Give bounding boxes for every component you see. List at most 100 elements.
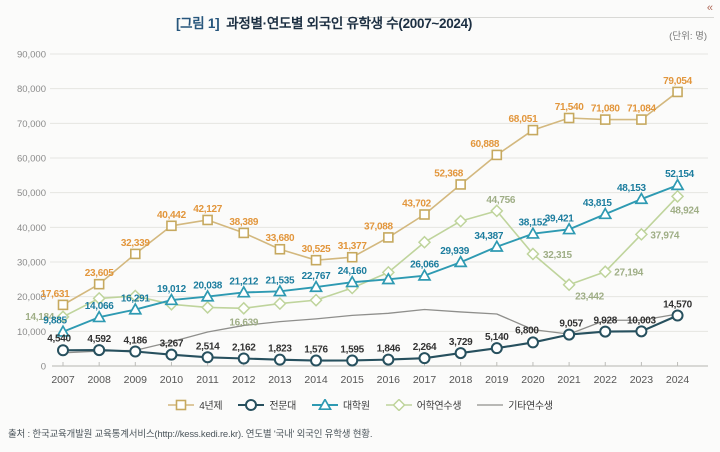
marker-bachelor-2010 bbox=[166, 220, 177, 232]
value-label-junior-college-2008: 4,592 bbox=[87, 334, 111, 345]
value-label-language-training-2024: 48,924 bbox=[670, 205, 700, 216]
marker-language-training-2011 bbox=[201, 300, 215, 314]
value-label-junior-college-2014: 1,576 bbox=[304, 345, 328, 356]
x-tick-2011: 2011 bbox=[196, 374, 219, 386]
value-label-graduate-2008: 14,066 bbox=[85, 301, 115, 312]
y-tick-0: 0 bbox=[41, 362, 46, 373]
figure-title: [그림 1] 과정별·연도별 외국인 유학생 수(2007~2024) bbox=[0, 12, 648, 32]
marker-bachelor-2021 bbox=[563, 112, 575, 124]
value-label-bachelor-2008: 23,605 bbox=[85, 268, 115, 279]
marker-language-training-2009 bbox=[128, 289, 142, 303]
marker-bachelor-2013 bbox=[274, 243, 286, 255]
marker-junior-college-2020 bbox=[526, 336, 539, 349]
marker-graduate-2017 bbox=[417, 268, 432, 281]
x-tick-2013: 2013 bbox=[268, 374, 292, 386]
x-tick-2022: 2022 bbox=[594, 374, 618, 386]
value-label-graduate-2007: 9,885 bbox=[43, 316, 67, 327]
x-tick-2018: 2018 bbox=[449, 374, 473, 386]
value-label-bachelor-2022: 71,080 bbox=[591, 104, 621, 115]
marker-junior-college-2011 bbox=[201, 351, 214, 364]
marker-language-training-2022 bbox=[598, 265, 612, 279]
y-tick-40,000: 40,000 bbox=[17, 223, 46, 234]
legend-item-junior-college: 전문대 bbox=[237, 397, 296, 412]
marker-bachelor-2016 bbox=[383, 232, 394, 243]
value-label-language-training-2020: 32,315 bbox=[543, 250, 573, 261]
x-tick-2014: 2014 bbox=[304, 374, 328, 386]
marker-junior-college-2021 bbox=[563, 328, 576, 341]
marker-language-training-2008 bbox=[92, 291, 106, 305]
value-label-graduate-2024: 52,154 bbox=[665, 169, 695, 180]
y-tick-80,000: 80,000 bbox=[17, 84, 46, 95]
marker-graduate-2010 bbox=[164, 292, 179, 306]
value-label-junior-college-2019: 5,140 bbox=[485, 332, 509, 343]
x-tick-2010: 2010 bbox=[160, 374, 184, 386]
value-label-language-training-2022: 27,194 bbox=[614, 268, 644, 279]
marker-graduate-2019 bbox=[489, 239, 504, 252]
marker-junior-college-2015 bbox=[346, 354, 359, 367]
marker-bachelor-2024 bbox=[672, 86, 683, 98]
y-tick-70,000: 70,000 bbox=[17, 119, 46, 130]
marker-language-training-2014 bbox=[309, 293, 323, 307]
marker-bachelor-2019 bbox=[491, 149, 503, 161]
legend-marker-bachelor bbox=[168, 399, 195, 410]
series-line-other-training bbox=[62, 308, 679, 354]
marker-graduate-2013 bbox=[272, 284, 287, 297]
marker-junior-college-2007 bbox=[57, 344, 69, 357]
marker-bachelor-2017 bbox=[419, 209, 430, 220]
value-label-language-training-2012: 16,639 bbox=[229, 317, 259, 328]
value-label-junior-college-2020: 6,800 bbox=[515, 325, 539, 336]
value-label-graduate-2009: 16,291 bbox=[121, 294, 151, 305]
x-tick-2015: 2015 bbox=[341, 374, 365, 386]
legend-glyph-junior-college bbox=[245, 398, 258, 411]
legend-glyph-language-training bbox=[392, 398, 406, 411]
value-label-graduate-2013: 21,535 bbox=[266, 275, 296, 286]
series-line-junior-college bbox=[61, 314, 679, 362]
marker-language-training-2007 bbox=[56, 310, 70, 324]
value-label-graduate-2011: 20,038 bbox=[193, 281, 223, 292]
x-tick-2021: 2021 bbox=[557, 374, 581, 386]
marker-graduate-2009 bbox=[128, 302, 143, 315]
y-tick-20,000: 20,000 bbox=[17, 292, 46, 303]
marker-bachelor-2011 bbox=[202, 214, 213, 226]
units-label: (단위: 명) bbox=[669, 31, 707, 42]
value-label-bachelor-2012: 38,389 bbox=[229, 217, 259, 228]
legend-glyph-bachelor bbox=[175, 399, 187, 410]
marker-language-training-2012 bbox=[237, 301, 251, 315]
value-label-language-training-2023: 37,974 bbox=[650, 230, 680, 241]
value-label-bachelor-2009: 32,339 bbox=[121, 238, 151, 249]
legend-marker-language-training bbox=[385, 398, 412, 411]
value-label-junior-college-2018: 3,729 bbox=[449, 337, 473, 348]
value-label-bachelor-2019: 60,888 bbox=[470, 139, 500, 150]
marker-junior-college-2022 bbox=[599, 325, 612, 338]
value-label-junior-college-2013: 1,823 bbox=[268, 344, 292, 355]
chart-area: 0 10,000 20,000 30,000 40,000 50,000 60,000 70,… bbox=[0, 38, 720, 395]
legend-marker-graduate bbox=[312, 398, 339, 410]
value-label-bachelor-2018: 52,368 bbox=[434, 168, 464, 179]
expand-icon[interactable]: « bbox=[706, 2, 713, 14]
marker-bachelor-2020 bbox=[527, 124, 539, 136]
marker-junior-college-2014 bbox=[310, 354, 323, 367]
value-label-bachelor-2010: 40,442 bbox=[157, 210, 187, 221]
legend-item-graduate: 대학원 bbox=[311, 397, 370, 412]
marker-junior-college-2013 bbox=[273, 353, 286, 366]
marker-language-training-2013 bbox=[273, 297, 287, 311]
marker-graduate-2007 bbox=[56, 324, 70, 337]
marker-bachelor-2008 bbox=[93, 278, 105, 290]
legend-glyph-graduate bbox=[318, 398, 332, 410]
value-label-junior-college-2022: 9,928 bbox=[593, 316, 617, 327]
value-label-graduate-2018: 29,939 bbox=[440, 246, 470, 257]
value-label-graduate-2023: 48,153 bbox=[617, 183, 647, 194]
marker-language-training-2021 bbox=[562, 278, 576, 292]
value-label-bachelor-2016: 37,088 bbox=[364, 221, 394, 232]
value-label-graduate-2021: 39,421 bbox=[545, 213, 575, 224]
value-label-bachelor-2007: 17,631 bbox=[41, 289, 71, 300]
marker-graduate-2018 bbox=[453, 254, 468, 268]
y-tick-50,000: 50,000 bbox=[17, 188, 46, 199]
value-label-junior-college-2017: 2,264 bbox=[413, 342, 437, 353]
legend-item-language-training: 어학연수생 bbox=[385, 397, 462, 412]
marker-graduate-2020 bbox=[525, 226, 540, 239]
marker-graduate-2014 bbox=[309, 279, 324, 293]
value-label-language-training-2021: 23,442 bbox=[575, 292, 605, 303]
marker-bachelor-2007 bbox=[57, 299, 69, 311]
series-line-bachelor bbox=[62, 91, 679, 306]
